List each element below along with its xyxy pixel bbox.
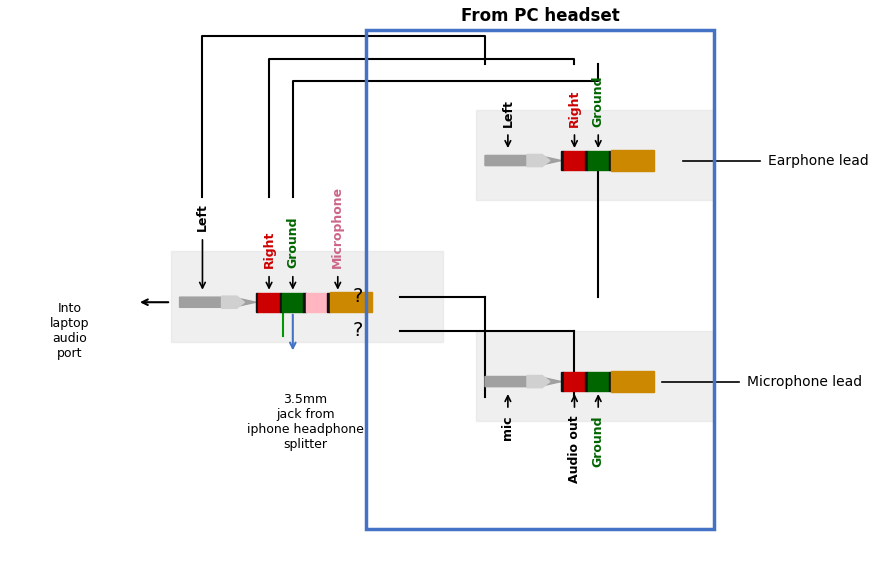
- Bar: [477, 331, 714, 421]
- Text: Left: Left: [501, 99, 515, 127]
- Text: ?: ?: [353, 321, 363, 340]
- Polygon shape: [485, 376, 562, 386]
- Text: Ground: Ground: [592, 75, 605, 127]
- Polygon shape: [485, 156, 562, 166]
- Bar: [327, 292, 330, 312]
- Text: Earphone lead: Earphone lead: [768, 153, 869, 168]
- Bar: [611, 150, 654, 171]
- Text: From PC headset: From PC headset: [461, 6, 619, 25]
- Text: mic: mic: [501, 416, 515, 440]
- Text: Ground: Ground: [286, 217, 299, 268]
- Bar: [609, 372, 611, 391]
- Bar: [563, 151, 585, 170]
- Bar: [366, 30, 714, 529]
- Text: Left: Left: [196, 203, 209, 231]
- Bar: [562, 372, 563, 391]
- Bar: [259, 292, 280, 312]
- Bar: [477, 109, 714, 200]
- Text: Right: Right: [262, 231, 276, 268]
- Bar: [587, 151, 609, 170]
- Bar: [587, 372, 609, 391]
- Text: Right: Right: [568, 89, 581, 127]
- Bar: [611, 372, 654, 392]
- Bar: [256, 292, 259, 312]
- Bar: [585, 372, 587, 391]
- Text: Ground: Ground: [592, 416, 605, 467]
- Bar: [585, 151, 587, 170]
- Bar: [283, 292, 303, 312]
- Polygon shape: [222, 296, 245, 308]
- Polygon shape: [527, 154, 550, 166]
- Bar: [306, 292, 327, 312]
- Polygon shape: [180, 297, 256, 307]
- Text: Audio out: Audio out: [568, 416, 581, 483]
- Bar: [303, 292, 306, 312]
- Text: ?: ?: [353, 287, 363, 306]
- Text: Microphone lead: Microphone lead: [747, 374, 862, 389]
- Polygon shape: [527, 376, 550, 388]
- Bar: [280, 292, 283, 312]
- Text: Into
laptop
audio
port: Into laptop audio port: [50, 302, 89, 360]
- Bar: [171, 251, 442, 342]
- Text: Microphone: Microphone: [331, 186, 345, 268]
- Bar: [563, 372, 585, 391]
- Text: 3.5mm
jack from
iphone headphone
splitter: 3.5mm jack from iphone headphone splitte…: [247, 393, 364, 451]
- Bar: [609, 151, 611, 170]
- Bar: [562, 151, 563, 170]
- Bar: [330, 292, 372, 312]
